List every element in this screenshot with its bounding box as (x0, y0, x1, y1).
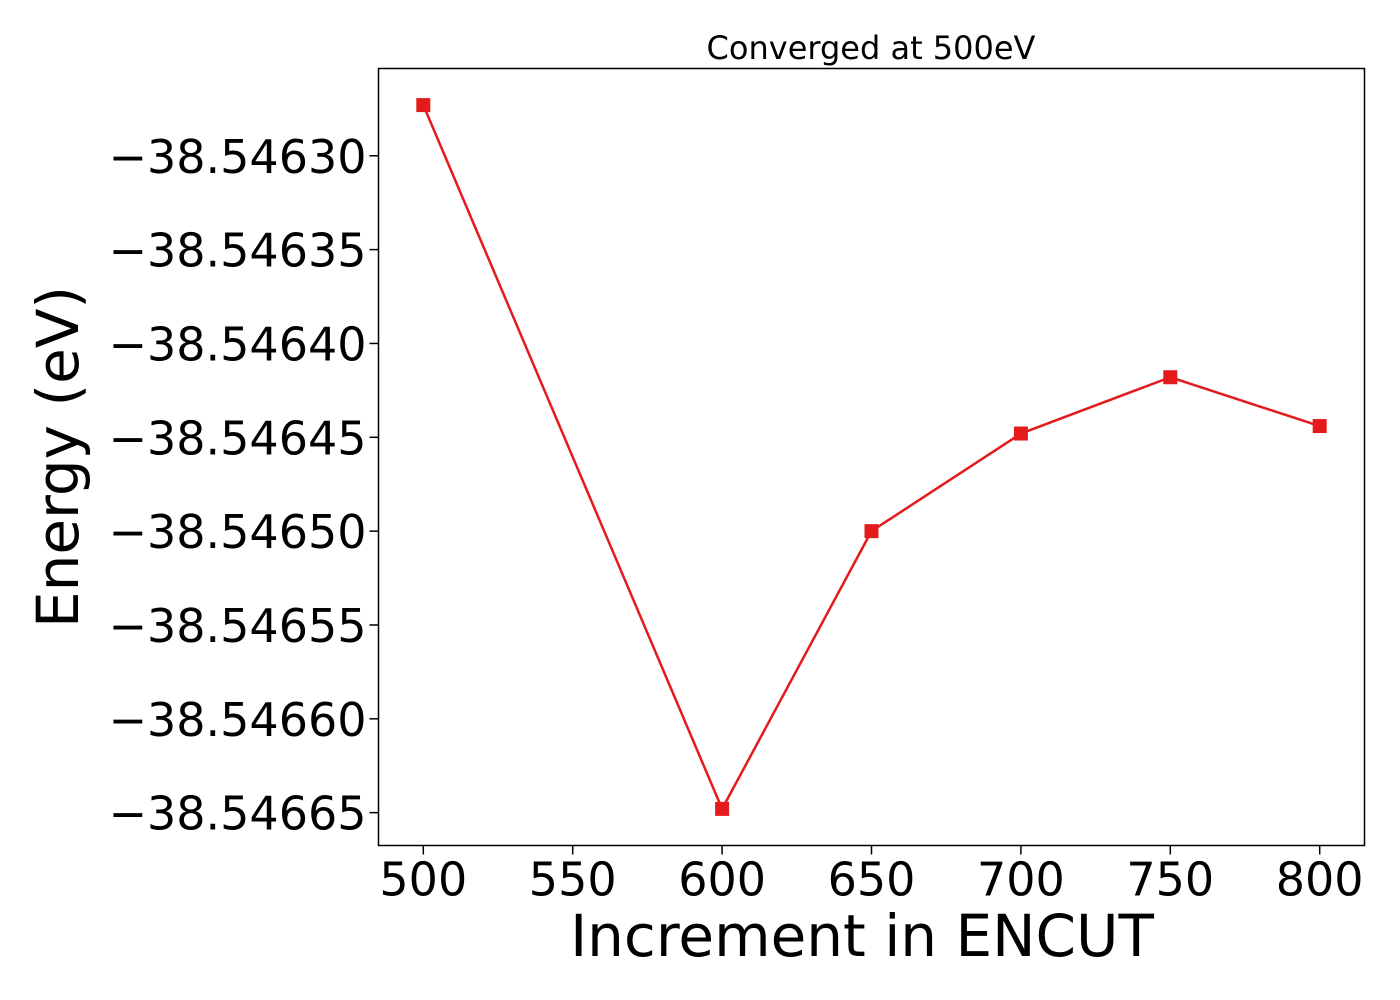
chart-title: Converged at 500eV (707, 29, 1036, 67)
y-axis-title: Energy (eV) (24, 286, 92, 628)
data-point-marker (864, 524, 879, 539)
x-tick-label: 650 (828, 853, 916, 907)
y-tick-label: −38.54665 (108, 787, 366, 841)
x-tick-label: 500 (379, 853, 467, 907)
x-tick-label: 800 (1276, 853, 1364, 907)
y-tick-label: −38.54650 (108, 505, 366, 559)
x-axis-title: Increment in ENCUT (570, 902, 1154, 970)
y-axis: −38.54630 −38.54635 −38.54640 −38.54645 −38.… (108, 130, 379, 841)
data-point-marker (1013, 426, 1028, 441)
y-tick-label: −38.54635 (108, 224, 366, 278)
y-tick-label: −38.54655 (108, 599, 366, 653)
data-point-marker (416, 98, 431, 113)
y-tick-label: −38.54630 (108, 130, 366, 184)
x-tick-label: 750 (1126, 853, 1214, 907)
x-tick-label: 600 (678, 853, 766, 907)
data-point-marker (1163, 370, 1178, 385)
y-tick-label: −38.54645 (108, 411, 366, 465)
data-point-marker (1312, 419, 1327, 434)
data-point-marker (715, 801, 730, 816)
series-line (422, 104, 1321, 811)
x-tick-label: 550 (529, 853, 617, 907)
x-tick-label: 700 (977, 853, 1065, 907)
series-layer (416, 98, 1327, 816)
y-tick-label: −38.54640 (108, 317, 366, 371)
x-axis: 500 550 600 650 700 750 800 (379, 845, 1364, 907)
plot-frame (377, 67, 1366, 847)
y-tick-label: −38.54660 (108, 693, 366, 747)
